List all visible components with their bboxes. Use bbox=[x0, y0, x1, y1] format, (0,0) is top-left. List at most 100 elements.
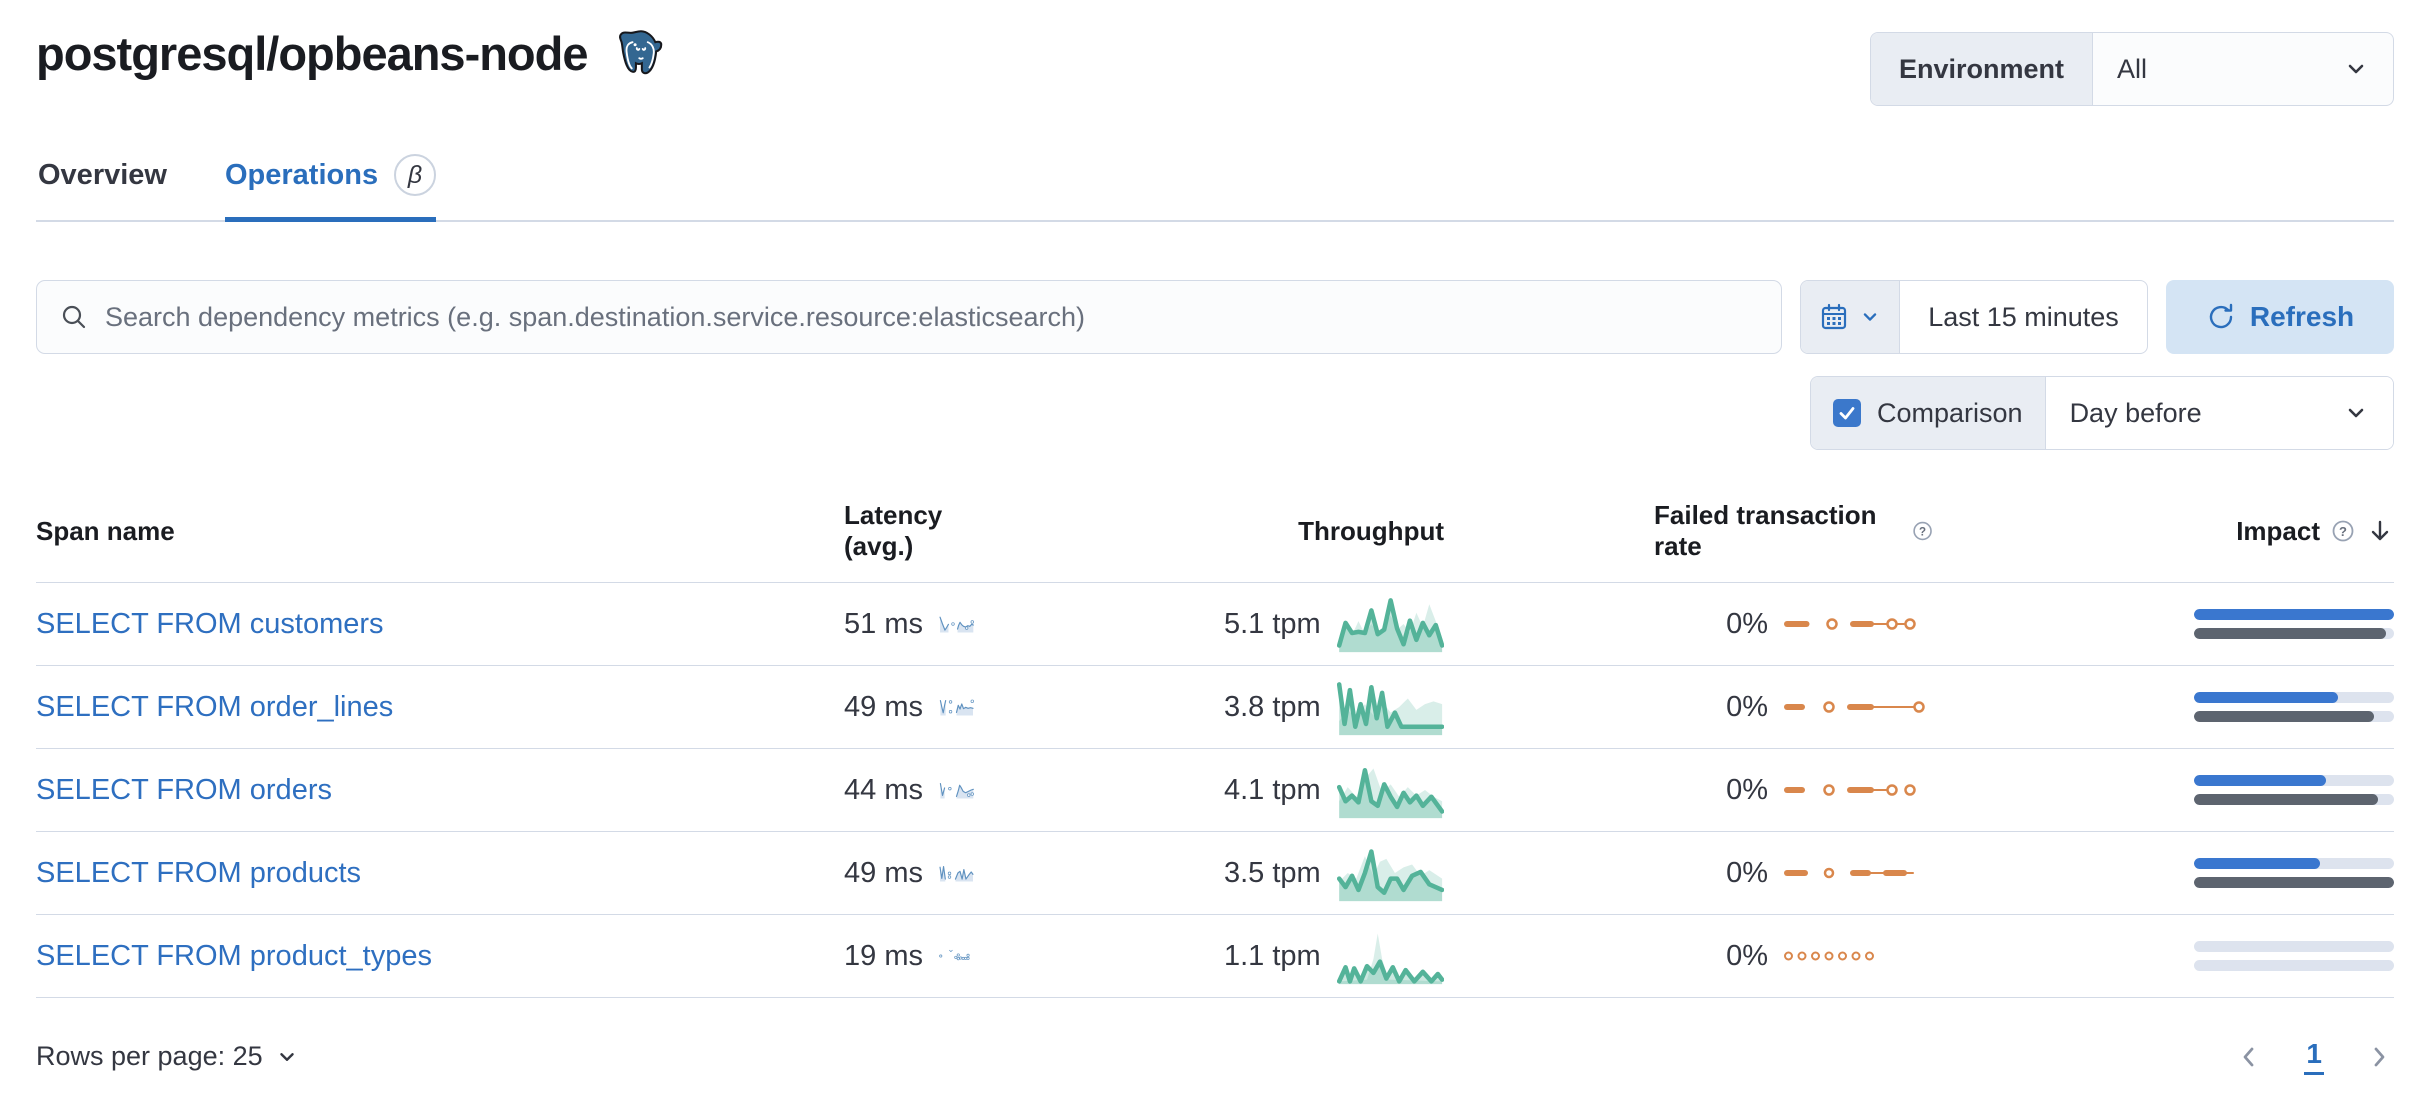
latency-cell: 49 ms bbox=[844, 844, 1224, 902]
latency-value: 44 ms bbox=[844, 773, 923, 806]
failed-rate-value: 0% bbox=[1726, 773, 1768, 806]
postgresql-logo-icon bbox=[618, 29, 662, 74]
table-row: SELECT FROM products 49 ms 3.5 tpm 0% bbox=[36, 832, 2394, 915]
impact-bars bbox=[2194, 775, 2394, 805]
latency-cell: 49 ms bbox=[844, 678, 1224, 736]
tab-bar: Overview Operations β bbox=[36, 154, 2394, 222]
environment-filter[interactable]: Environment All bbox=[1869, 32, 2394, 106]
failed-rate-cell: 0% bbox=[1654, 773, 2114, 807]
table-footer: Rows per page: 25 1 bbox=[36, 1038, 2394, 1075]
chevron-down-icon bbox=[2348, 64, 2364, 74]
chevron-down-icon bbox=[279, 1052, 294, 1061]
span-name-link[interactable]: SELECT FROM orders bbox=[36, 773, 332, 806]
latency-cell: 19 ms bbox=[844, 927, 1224, 985]
time-range-button[interactable]: Last 15 minutes bbox=[1900, 281, 2147, 353]
search-input[interactable] bbox=[105, 301, 1759, 333]
failed-rate-sparkline bbox=[1784, 701, 1925, 713]
impact-previous-track bbox=[2194, 877, 2394, 888]
impact-current-track bbox=[2194, 692, 2394, 703]
date-picker-calendar-button[interactable] bbox=[1801, 281, 1900, 353]
impact-current-bar bbox=[2194, 609, 2394, 620]
span-name-link[interactable]: SELECT FROM products bbox=[36, 856, 362, 889]
comparison-toggle: Comparison bbox=[1811, 377, 2046, 449]
latency-sparkline bbox=[939, 782, 974, 799]
header-impact[interactable]: Impact ? bbox=[2114, 516, 2394, 547]
tab-overview[interactable]: Overview bbox=[38, 154, 167, 220]
failed-rate-cell: 0% bbox=[1654, 856, 2114, 890]
failed-rate-cell: 0% bbox=[1654, 690, 2114, 724]
comparison-control: Comparison Day before bbox=[1810, 376, 2394, 450]
chevron-down-icon bbox=[2348, 408, 2364, 418]
impact-previous-track bbox=[2194, 628, 2394, 639]
impact-bars bbox=[2194, 692, 2394, 722]
impact-previous-bar bbox=[2194, 711, 2374, 722]
environment-select[interactable]: All bbox=[2093, 33, 2393, 105]
tab-operations-label: Operations bbox=[224, 158, 379, 191]
throughput-sparkline bbox=[1336, 598, 1444, 653]
span-name-cell: SELECT FROM order_lines bbox=[36, 691, 844, 724]
latency-cell: 44 ms bbox=[844, 761, 1224, 819]
beta-badge: β bbox=[394, 154, 437, 196]
comparison-checkbox[interactable] bbox=[1833, 399, 1861, 427]
header-failed-rate[interactable]: Failed transaction rate ? bbox=[1654, 500, 2114, 562]
header-throughput[interactable]: Throughput bbox=[1298, 515, 1444, 546]
latency-sparkline bbox=[939, 949, 970, 961]
impact-bars bbox=[2194, 609, 2394, 639]
latency-sparkline bbox=[939, 699, 974, 716]
chevron-left-icon bbox=[2244, 1047, 2254, 1066]
throughput-sparkline bbox=[1336, 767, 1444, 819]
impact-current-track bbox=[2194, 858, 2394, 869]
impact-current-track bbox=[2194, 941, 2394, 952]
throughput-value: 1.1 tpm bbox=[1224, 939, 1321, 972]
impact-current-bar bbox=[2194, 858, 2320, 869]
table-body: SELECT FROM customers 51 ms 5.1 tpm 0% bbox=[36, 583, 2394, 998]
throughput-cell: 1.1 tpm bbox=[1224, 925, 1654, 987]
previous-page-button[interactable] bbox=[2234, 1042, 2264, 1072]
span-name-link[interactable]: SELECT FROM customers bbox=[36, 607, 384, 640]
throughput-cell: 4.1 tpm bbox=[1224, 759, 1654, 821]
failed-rate-cell: 0% bbox=[1654, 607, 2114, 641]
failed-rate-sparkline bbox=[1784, 867, 1914, 879]
environment-label: Environment bbox=[1870, 33, 2093, 105]
pagination: 1 bbox=[2234, 1038, 2394, 1075]
page-number-1[interactable]: 1 bbox=[2304, 1038, 2324, 1075]
time-range-label: Last 15 minutes bbox=[1928, 301, 2119, 332]
next-page-button[interactable] bbox=[2364, 1042, 2394, 1072]
impact-previous-bar bbox=[2194, 794, 2378, 805]
date-picker: Last 15 minutes bbox=[1800, 280, 2148, 354]
refresh-button[interactable]: Refresh bbox=[2166, 280, 2394, 354]
page-title: postgresql/opbeans-node bbox=[36, 26, 668, 81]
rows-per-page-button[interactable]: Rows per page: 25 bbox=[36, 1041, 299, 1072]
svg-text:?: ? bbox=[1919, 526, 1926, 538]
span-name-cell: SELECT FROM product_types bbox=[36, 940, 844, 973]
span-name-cell: SELECT FROM orders bbox=[36, 774, 844, 807]
controls-row: Last 15 minutes Refresh bbox=[36, 280, 2394, 354]
span-name-link[interactable]: SELECT FROM order_lines bbox=[36, 690, 394, 723]
search-box bbox=[36, 280, 1782, 354]
info-icon: ? bbox=[2332, 520, 2354, 542]
impact-previous-track bbox=[2194, 711, 2394, 722]
table-header: Span name Latency (avg.) Throughput Fail… bbox=[36, 500, 2394, 583]
refresh-icon bbox=[2209, 303, 2233, 329]
impact-previous-track bbox=[2194, 794, 2394, 805]
impact-current-track bbox=[2194, 609, 2394, 620]
table-row: SELECT FROM order_lines 49 ms 3.8 tpm 0% bbox=[36, 666, 2394, 749]
throughput-sparkline bbox=[1336, 933, 1444, 985]
failed-rate-sparkline bbox=[1784, 951, 1874, 961]
comparison-select[interactable]: Day before bbox=[2045, 377, 2393, 449]
header-latency[interactable]: Latency (avg.) bbox=[844, 500, 943, 561]
latency-sparkline bbox=[939, 616, 974, 633]
topbar: postgresql/opbeans-node Environment All bbox=[36, 0, 2394, 106]
throughput-sparkline bbox=[1336, 682, 1444, 736]
chevron-down-icon bbox=[1863, 313, 1877, 321]
failed-rate-cell: 0% bbox=[1654, 939, 2114, 973]
table-row: SELECT FROM orders 44 ms 4.1 tpm 0% bbox=[36, 749, 2394, 832]
comparison-label: Comparison bbox=[1877, 397, 2023, 428]
failed-rate-value: 0% bbox=[1726, 607, 1768, 640]
tab-operations[interactable]: Operations β bbox=[224, 154, 437, 222]
chevron-right-icon bbox=[2374, 1047, 2385, 1066]
latency-value: 49 ms bbox=[844, 690, 923, 723]
span-name-link[interactable]: SELECT FROM product_types bbox=[36, 939, 432, 972]
impact-previous-bar bbox=[2194, 628, 2386, 639]
